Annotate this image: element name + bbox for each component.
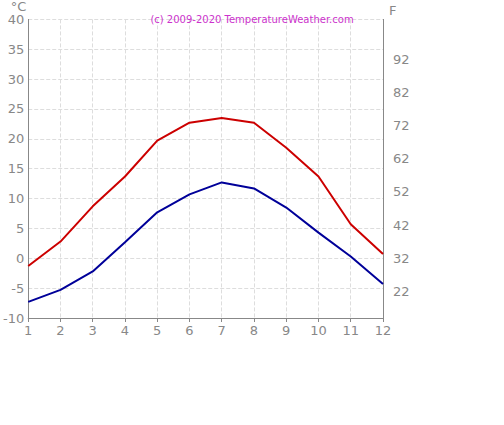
svg-text:40: 40 [8,12,25,27]
svg-text:42: 42 [393,218,410,233]
svg-text:5: 5 [16,221,24,236]
svg-text:7: 7 [218,323,226,338]
svg-text:32: 32 [393,251,410,266]
svg-text:10: 10 [310,323,327,338]
svg-text:92: 92 [393,52,410,67]
svg-text:6: 6 [185,323,193,338]
svg-text:11: 11 [342,323,359,338]
svg-text:72: 72 [393,118,410,133]
svg-text:12: 12 [375,323,392,338]
svg-text:8: 8 [250,323,258,338]
svg-text:2: 2 [56,323,64,338]
svg-text:22: 22 [393,284,410,299]
svg-text:5: 5 [153,323,161,338]
svg-text:10: 10 [8,191,25,206]
svg-text:0: 0 [16,251,24,266]
svg-text:30: 30 [8,72,25,87]
svg-text:20: 20 [8,131,25,146]
svg-text:1: 1 [24,323,32,338]
svg-text:(c) 2009-2020 TemperatureWeath: (c) 2009-2020 TemperatureWeather.com [150,14,353,25]
svg-text:F: F [389,3,396,18]
svg-text:15: 15 [8,161,25,176]
svg-text:62: 62 [393,151,410,166]
svg-text:82: 82 [393,85,410,100]
svg-text:9: 9 [282,323,290,338]
svg-text:3: 3 [89,323,97,338]
svg-text:52: 52 [393,184,410,199]
svg-text:-10: -10 [3,311,24,326]
svg-text:-5: -5 [11,281,24,296]
svg-text:4: 4 [121,323,129,338]
svg-text:25: 25 [8,101,25,116]
svg-text:35: 35 [8,42,25,57]
